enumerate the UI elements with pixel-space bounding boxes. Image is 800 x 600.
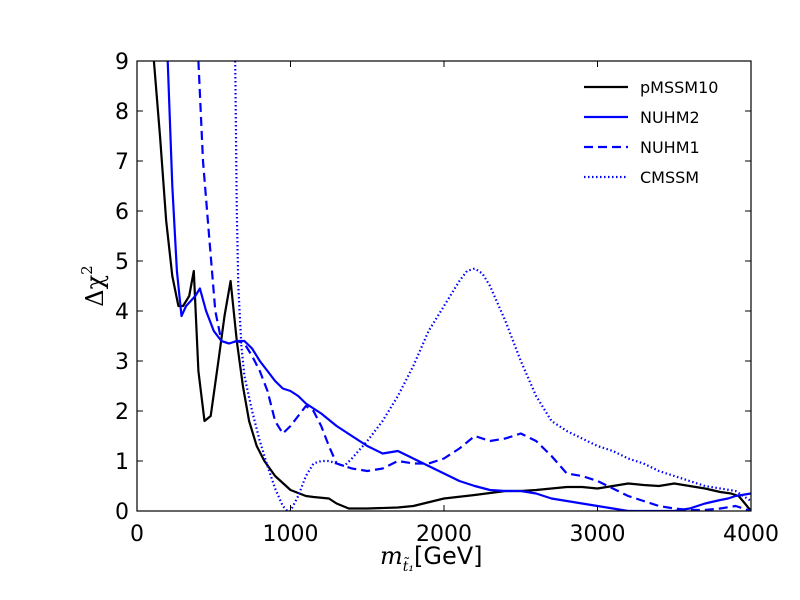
x-tick-label-2: 2000 [416, 522, 472, 547]
x-axis-subscript: t̃₁ [403, 556, 414, 575]
y-tick-label-2: 2 [115, 400, 129, 425]
legend-label-nuhm1: NUHM1 [640, 138, 700, 157]
y-tick-label-3: 3 [115, 350, 129, 375]
y-tick-label-7: 7 [115, 150, 129, 175]
y-tick-label-1: 1 [115, 450, 129, 475]
legend-label-nuhm2: NUHM2 [640, 108, 700, 127]
legend-label-cmssm: CMSSM [640, 168, 699, 187]
y-tick-label-6: 6 [115, 200, 129, 225]
x-axis-label: mt̃₁[GeV] [380, 542, 483, 575]
x-tick-label-1: 1000 [263, 522, 319, 547]
x-axis-unit: [GeV] [414, 542, 483, 570]
x-tick-label-4: 4000 [723, 522, 779, 547]
y-tick-label-4: 4 [115, 300, 129, 325]
y-axis-prefix: Δχ [81, 274, 109, 306]
series-nuhm1-line [197, 61, 751, 511]
x-tick-label-3: 3000 [570, 522, 626, 547]
x-tick-label-0: 0 [130, 522, 144, 547]
series-nuhm2-line [166, 61, 751, 511]
y-axis-superscript: 2 [78, 265, 96, 275]
y-axis-label: Δχ2 [78, 265, 109, 306]
series-pmssm10-line [152, 61, 751, 511]
y-tick-label-0: 0 [115, 500, 129, 525]
y-tick-label-9: 9 [115, 50, 129, 75]
series-group [152, 61, 751, 511]
legend: pMSSM10 NUHM2 NUHM1 CMSSM [584, 78, 718, 187]
tick-labels: 0 1000 2000 3000 4000 0 1 2 3 4 5 6 7 8 9 [115, 50, 779, 547]
plot-frame [136, 60, 752, 512]
y-tick-label-5: 5 [115, 250, 129, 275]
legend-label-pmssm10: pMSSM10 [640, 78, 718, 97]
y-tick-label-8: 8 [115, 100, 129, 125]
series-cmssm-line [234, 61, 751, 511]
x-axis-symbol: m [380, 542, 403, 570]
